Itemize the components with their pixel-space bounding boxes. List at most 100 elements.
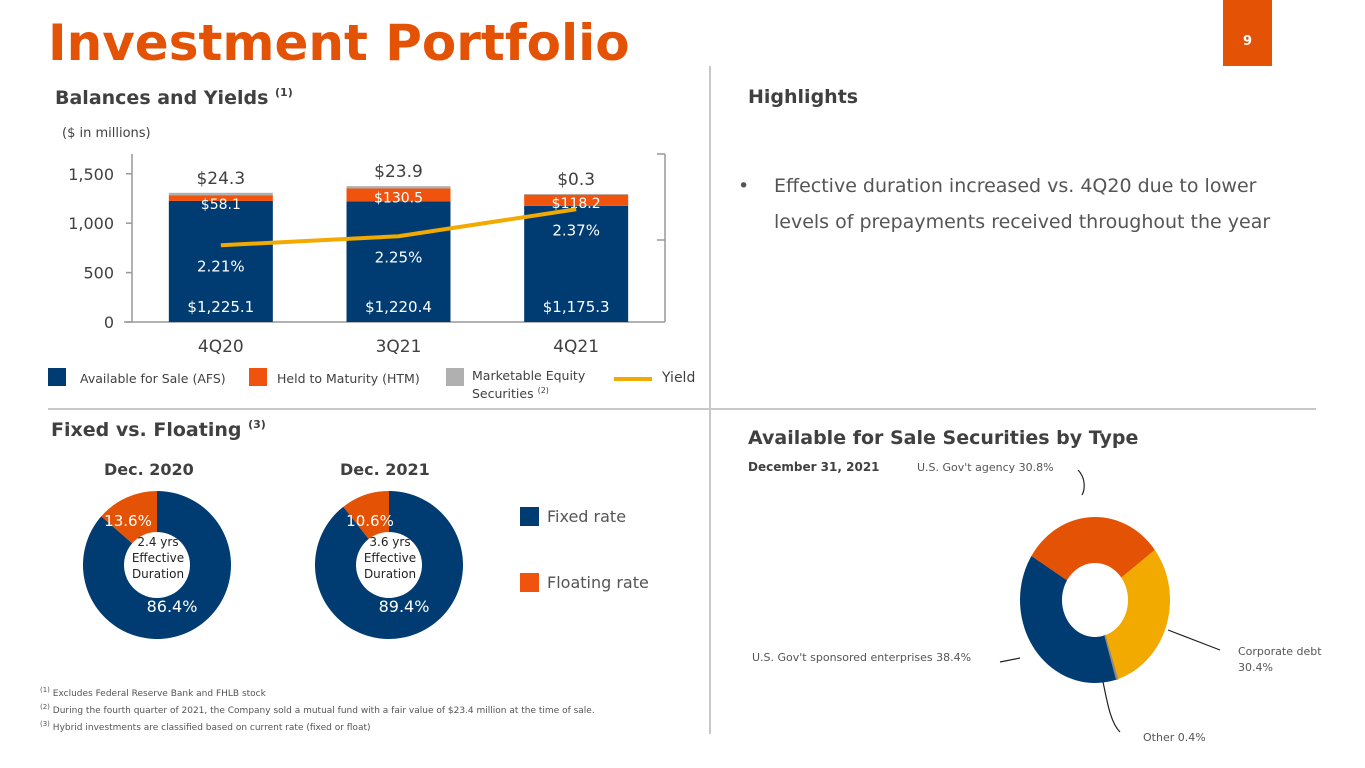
- x-tick-label: 4Q20: [198, 337, 244, 357]
- fixed-rate-swatch: [520, 507, 539, 526]
- donut-chart-dec-2021: 10.6% 89.4% 3.6 yrs Effective Duration: [315, 491, 463, 639]
- footnote-3-text: Hybrid investments are classified based …: [52, 723, 371, 733]
- legend-item-afs: Available for Sale (AFS): [48, 368, 226, 386]
- fixed-rate-label: 89.4%: [379, 597, 430, 616]
- afs-label-gse: U.S. Gov't sponsored enterprises 38.4%: [752, 651, 971, 664]
- afs-label-other: Other 0.4%: [1143, 731, 1206, 744]
- legend-label-equity-note: (2): [537, 386, 549, 395]
- x-tick-label: 3Q21: [376, 337, 422, 357]
- duration-label: Duration: [364, 567, 416, 581]
- highlight-text: Effective duration increased vs. 4Q20 du…: [774, 175, 1271, 233]
- footnote-1-text: Excludes Federal Reserve Bank and FHLB s…: [52, 689, 266, 699]
- afs-label-corporate-name: Corporate debt: [1238, 645, 1322, 658]
- fixed-floating-title-text: Fixed vs. Floating: [51, 419, 242, 441]
- balances-title-text: Balances and Yields: [55, 87, 269, 109]
- legend-label-floating-rate: Floating rate: [547, 573, 649, 592]
- duration-label: Effective: [132, 551, 184, 565]
- x-tick-label: 4Q21: [553, 337, 599, 357]
- afs-donut-chart: U.S. Gov't agency 30.8% Corporate debt 30.…: [752, 461, 1322, 744]
- afs-label-agency: U.S. Gov't agency 30.8%: [917, 461, 1054, 474]
- equity-value-label: $24.3: [196, 169, 245, 189]
- footnote-1: (1) Excludes Federal Reserve Bank and FH…: [40, 684, 595, 701]
- donut-chart-dec-2020: 13.6% 86.4% 2.4 yrs Effective Duration: [83, 491, 232, 639]
- horizontal-divider: [48, 408, 1316, 410]
- afs-slice: [1105, 549, 1170, 680]
- footnote-3-mark: (3): [40, 720, 50, 728]
- bar-segment-2: [346, 186, 451, 189]
- vertical-divider: [709, 66, 711, 734]
- y-tick-label: 500: [83, 264, 114, 283]
- htm-value-label: $118.2: [552, 196, 601, 212]
- yield-line: [220, 207, 577, 248]
- y-tick-label: 1,500: [68, 165, 114, 184]
- yield-line-swatch: [614, 377, 652, 381]
- donut-title-dec-2020: Dec. 2020: [104, 460, 194, 479]
- yield-value-label: 2.21%: [197, 257, 245, 275]
- bar-segment-0: [168, 200, 273, 322]
- equity-value-label: $0.3: [557, 170, 595, 190]
- footnote-3: (3) Hybrid investments are classified ba…: [40, 718, 595, 735]
- yield-value-label: 2.25%: [375, 248, 423, 266]
- page-number: 9: [1223, 0, 1272, 66]
- afs-type-subtitle: December 31, 2021: [748, 460, 880, 474]
- legend-label-fixed-rate: Fixed rate: [547, 507, 627, 526]
- duration-label: 2.4 yrs: [137, 535, 178, 549]
- legend-label-htm: Held to Maturity (HTM): [277, 371, 420, 386]
- htm-value-label: $58.1: [201, 197, 241, 213]
- floating-rate-label: 13.6%: [104, 512, 152, 530]
- legend-label-afs: Available for Sale (AFS): [80, 371, 226, 386]
- donut-title-dec-2021: Dec. 2021: [340, 460, 430, 479]
- balances-section-title: Balances and Yields (1): [55, 86, 293, 109]
- balances-title-note: (1): [275, 86, 293, 99]
- afs-slice: [1031, 517, 1155, 581]
- fixed-floating-title-note: (3): [248, 418, 266, 431]
- yield-value-label: 2.37%: [552, 221, 600, 239]
- duration-label: Effective: [364, 551, 416, 565]
- legend-item-yield: Yield: [614, 368, 695, 386]
- bar-segment-2: [524, 194, 629, 195]
- afs-label-corporate-value: 30.4%: [1238, 661, 1273, 674]
- duration-label: Duration: [132, 567, 184, 581]
- leader-line: [999, 657, 1021, 663]
- footnote-2: (2) During the fourth quarter of 2021, t…: [40, 701, 595, 718]
- y-tick-label: 1,000: [68, 214, 114, 233]
- legend-item-equity: Marketable Equity Securities (2): [446, 368, 602, 401]
- leader-line: [1102, 681, 1121, 733]
- bullet-dot-icon: •: [738, 175, 750, 197]
- footnotes: (1) Excludes Federal Reserve Bank and FH…: [40, 684, 595, 735]
- duration-label: 3.6 yrs: [369, 535, 410, 549]
- floating-rate-slice: [343, 491, 389, 540]
- afs-slice: [1020, 556, 1116, 683]
- legend-item-htm: Held to Maturity (HTM): [249, 368, 420, 386]
- floating-rate-swatch: [520, 573, 539, 592]
- leader-line: [1077, 469, 1085, 496]
- legend-label-equity: Marketable Equity Securities (2): [472, 368, 602, 401]
- highlight-bullet: • Effective duration increased vs. 4Q20 …: [738, 168, 1298, 240]
- bar-segment-0: [346, 201, 451, 322]
- balances-bar-chart: 0 500 1,000 1,500 $1,225.1 $58.1 $24.3 4Q20 $1,2…: [68, 153, 666, 357]
- y-tick-label: 0: [104, 313, 114, 332]
- fixed-floating-title: Fixed vs. Floating (3): [51, 418, 266, 441]
- bar-segment-1: [524, 194, 629, 206]
- footnote-2-text: During the fourth quarter of 2021, the C…: [52, 706, 595, 716]
- leader-line: [1167, 629, 1221, 651]
- fixed-rate-slice: [83, 491, 232, 639]
- highlights-title: Highlights: [748, 86, 859, 108]
- equity-swatch: [446, 368, 464, 386]
- legend-item-floating-rate: Floating rate: [520, 573, 649, 592]
- afs-value-label: $1,175.3: [543, 298, 610, 316]
- bar-segment-1: [168, 195, 273, 201]
- afs-value-label: $1,225.1: [187, 298, 254, 316]
- bar-segment-0: [524, 205, 629, 322]
- balances-legend: Available for Sale (AFS) Held to Maturit…: [48, 368, 708, 402]
- htm-swatch: [249, 368, 267, 386]
- equity-value-label: $23.9: [374, 162, 423, 182]
- htm-value-label: $130.5: [374, 190, 423, 206]
- bar-segment-2: [168, 192, 273, 196]
- afs-value-label: $1,220.4: [365, 298, 432, 316]
- legend-label-equity-text: Marketable Equity Securities: [472, 368, 586, 402]
- footnote-1-mark: (1): [40, 686, 50, 694]
- bar-segment-1: [346, 188, 451, 202]
- page-title: Investment Portfolio: [48, 14, 630, 72]
- legend-item-fixed-rate: Fixed rate: [520, 507, 626, 526]
